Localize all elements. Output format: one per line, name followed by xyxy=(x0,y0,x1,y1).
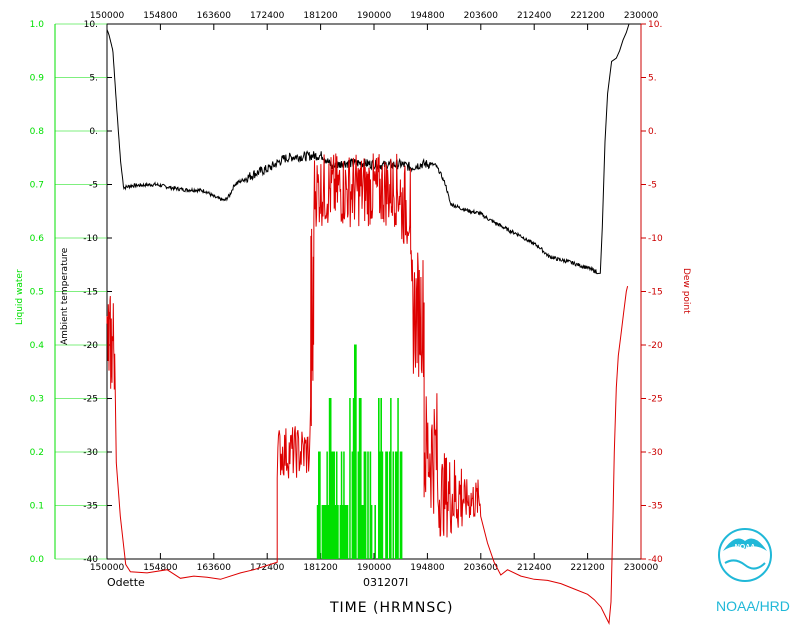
dew-point-tick-label: -20 xyxy=(648,341,663,351)
top-time-tick-label: 212400 xyxy=(517,11,552,21)
noaa-logo-badge: NOAA xyxy=(735,544,756,551)
liquid-water-tick-label: 0.2 xyxy=(30,448,44,458)
dew-point-tick-label: -15 xyxy=(648,288,663,298)
bottom-time-tick-labels: 150000 154800 163600 172400 181200 190000 1948… xyxy=(90,563,659,573)
top-time-tick-label: 181200 xyxy=(303,11,338,21)
liquid-water-spikes xyxy=(316,344,403,559)
ambient-temperature-line xyxy=(106,23,630,275)
dew-point-tick-label: -10 xyxy=(648,234,663,244)
liquid-water-tick-label: 0.6 xyxy=(30,234,45,244)
noaa-logo-bird xyxy=(723,538,767,551)
noaa-hrd-label: NOAA/HRD xyxy=(716,598,790,614)
bottom-time-tick-label: 190000 xyxy=(357,563,392,573)
top-time-tick-labels: 150000 154800 163600 172400 181200 190000 1948… xyxy=(90,11,659,21)
bottom-time-tick-label: 212400 xyxy=(517,563,552,573)
top-time-tick-label: 154800 xyxy=(143,11,178,21)
liquid-water-tick-label: 0.8 xyxy=(30,127,45,137)
top-time-tick-label: 194800 xyxy=(410,11,445,21)
liquid-water-tick-label: 0.4 xyxy=(30,341,45,351)
bottom-time-tick-label: 203600 xyxy=(464,563,499,573)
top-time-tick-label: 150000 xyxy=(90,11,125,21)
bottom-time-tick-label: 172400 xyxy=(250,563,285,573)
bottom-time-tick-label: 181200 xyxy=(303,563,338,573)
liquid-water-tick-label: 0.1 xyxy=(30,502,44,512)
x-axis-title: TIME (HRMNSC) xyxy=(329,600,453,616)
plot-frame xyxy=(106,23,642,560)
dew-point-tick-label: -5 xyxy=(648,181,657,191)
ambient-temperature-tick-labels: -40 -35 -30 -25 -20 -15 -10 -5 0. 5. 10. xyxy=(83,20,112,565)
liquid-water-tick-label: 0.5 xyxy=(30,288,44,298)
noaa-logo-wave xyxy=(724,559,766,570)
temperature-tick-label: 0. xyxy=(89,127,98,137)
noaa-logo-circle xyxy=(718,528,772,582)
temperature-tick-label: 10. xyxy=(84,20,98,30)
liquid-water-series xyxy=(316,344,403,559)
temperature-tick-label: -30 xyxy=(83,448,98,458)
top-time-tick-label: 163600 xyxy=(197,11,232,21)
bottom-time-tick-label: 154800 xyxy=(143,563,178,573)
liquid-water-tick-label: 1.0 xyxy=(30,20,45,30)
liquid-water-tick-label: 0.9 xyxy=(30,74,45,84)
liquid-water-tick-label: 0.7 xyxy=(30,181,44,191)
top-time-tick-label: 221200 xyxy=(570,11,605,21)
tick-marks xyxy=(106,24,642,559)
dew-point-line xyxy=(106,153,629,625)
top-time-tick-label: 230000 xyxy=(624,11,659,21)
ambient-temperature-axis-title: Ambient temperature xyxy=(60,247,70,345)
dew-point-tick-labels: -40 -35 -30 -25 -20 -15 -10 -5 0. 5. 10. xyxy=(640,20,663,565)
dew-point-axis-title: Dew point xyxy=(681,268,691,314)
temperature-tick-label: -20 xyxy=(83,341,98,351)
dew-point-tick-label: -40 xyxy=(648,555,663,565)
temperature-tick-label: -5 xyxy=(89,181,98,191)
dew-point-tick-label: 0. xyxy=(648,127,657,137)
liquid-water-tick-label: 0.3 xyxy=(30,395,44,405)
bottom-time-tick-label: 221200 xyxy=(570,563,605,573)
temperature-tick-label: -10 xyxy=(83,234,98,244)
bottom-time-tick-label: 230000 xyxy=(624,563,659,573)
bottom-time-tick-label: 163600 xyxy=(197,563,232,573)
storm-name: Odette xyxy=(107,576,145,589)
top-time-tick-label: 203600 xyxy=(464,11,499,21)
bottom-time-tick-label: 150000 xyxy=(90,563,125,573)
temperature-tick-label: -25 xyxy=(83,395,98,405)
temperature-tick-label: -40 xyxy=(83,555,98,565)
flight-id: 031207I xyxy=(363,576,408,589)
bottom-time-tick-label: 194800 xyxy=(410,563,445,573)
dew-point-tick-label: -25 xyxy=(648,395,663,405)
liquid-water-axis-title: Liquid water xyxy=(15,269,25,325)
dew-point-tick-label: 5. xyxy=(648,74,657,84)
temperature-tick-label: -35 xyxy=(83,502,98,512)
temperature-tick-label: -15 xyxy=(83,288,98,298)
series-layer xyxy=(106,23,630,625)
liquid-water-tick-labels: 0.0 0.1 0.2 0.3 0.4 0.5 0.6 0.7 0.8 0.9 1.0 xyxy=(30,20,107,565)
noaa-logo: NOAA xyxy=(718,528,772,582)
dew-point-tick-label: -30 xyxy=(648,448,663,458)
dew-point-tick-label: 10. xyxy=(648,20,662,30)
dew-point-tick-label: -35 xyxy=(648,502,663,512)
temperature-tick-label: 5. xyxy=(89,74,98,84)
liquid-water-tick-label: 0.0 xyxy=(30,555,45,565)
top-time-tick-label: 190000 xyxy=(357,11,392,21)
top-time-tick-label: 172400 xyxy=(250,11,285,21)
